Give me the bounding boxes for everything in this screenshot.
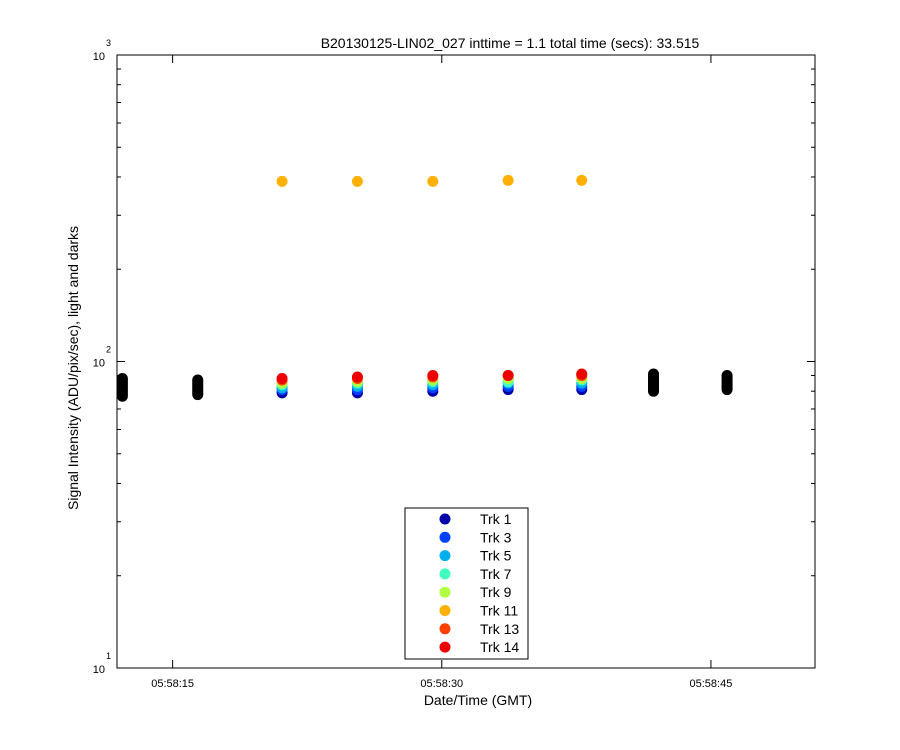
legend: Trk 1 Trk 3 Trk 5 Trk 7 Trk 9 Trk 11 Trk 13 Trk… bbox=[404, 507, 529, 660]
x-axis-label: Date/Time (GMT) bbox=[424, 692, 532, 708]
legend-label: Trk 3 bbox=[480, 529, 512, 545]
legend-entry-trk-7: Trk 7 bbox=[439, 566, 512, 582]
legend-box bbox=[404, 507, 529, 660]
legend-items: Trk 1 Trk 3 Trk 5 Trk 7 Trk 9 Trk 11 Trk 13 Trk… bbox=[439, 511, 519, 655]
legend-marker bbox=[439, 623, 451, 635]
point-trk-14-5 bbox=[576, 368, 588, 380]
legend-label: Trk 9 bbox=[480, 584, 512, 600]
legend-entry-trk-11: Trk 11 bbox=[439, 603, 518, 619]
y-tick-label-2: 102 bbox=[93, 345, 111, 370]
legend-entry-trk-5: Trk 5 bbox=[439, 548, 512, 564]
point-trk-11-5 bbox=[576, 174, 588, 186]
legend-label: Trk 13 bbox=[480, 621, 519, 637]
legend-marker bbox=[439, 513, 451, 525]
point-trk-14-1 bbox=[276, 373, 288, 385]
x-tick-label-1: 05:58:15 bbox=[151, 678, 194, 690]
legend-marker bbox=[439, 605, 451, 616]
y-tick-exponent: 1 bbox=[106, 651, 111, 661]
point-trk-14-4 bbox=[502, 370, 514, 382]
legend-entry-trk-3: Trk 3 bbox=[439, 529, 512, 545]
point-trk-11-4 bbox=[502, 174, 514, 186]
plot-marks bbox=[116, 174, 733, 402]
chart-title: B20130125-LIN02_027 inttime = 1.1 total … bbox=[321, 35, 700, 51]
legend-label: Trk 1 bbox=[480, 511, 512, 527]
legend-marker bbox=[439, 586, 451, 598]
legend-label: Trk 7 bbox=[480, 566, 512, 582]
x-tick-label-3: 05:58:45 bbox=[690, 678, 733, 690]
legend-label: Trk 14 bbox=[480, 639, 519, 655]
y-tick-base: 10 bbox=[93, 358, 105, 370]
point-trk-11-1 bbox=[276, 175, 288, 187]
y-tick-exponent: 3 bbox=[106, 38, 111, 48]
legend-label: Trk 11 bbox=[480, 603, 518, 619]
legend-marker bbox=[439, 641, 451, 653]
y-tick-label-1: 101 bbox=[93, 651, 111, 676]
point-trk-14-3 bbox=[427, 370, 439, 382]
legend-entry-trk-1: Trk 1 bbox=[439, 511, 512, 527]
y-tick-label-3: 103 bbox=[93, 38, 111, 63]
legend-entry-trk-9: Trk 9 bbox=[439, 584, 512, 600]
y-tick-base: 10 bbox=[93, 664, 105, 676]
y-tick-exponent: 2 bbox=[106, 345, 111, 355]
legend-entry-trk-14: Trk 14 bbox=[439, 639, 519, 655]
point-trk-11-3 bbox=[427, 175, 439, 187]
y-tick-base: 10 bbox=[93, 51, 105, 63]
point-trk-11-2 bbox=[351, 175, 363, 187]
legend-label: Trk 5 bbox=[480, 548, 512, 564]
y-axis-label: Signal Intensity (ADU/pix/sec), light an… bbox=[65, 226, 81, 510]
x-tick-label-2: 05:58:30 bbox=[420, 678, 463, 690]
legend-marker bbox=[439, 550, 451, 562]
legend-marker bbox=[439, 568, 451, 580]
legend-entry-trk-13: Trk 13 bbox=[439, 621, 519, 637]
point-trk-14-2 bbox=[351, 371, 363, 383]
legend-marker bbox=[439, 531, 451, 543]
